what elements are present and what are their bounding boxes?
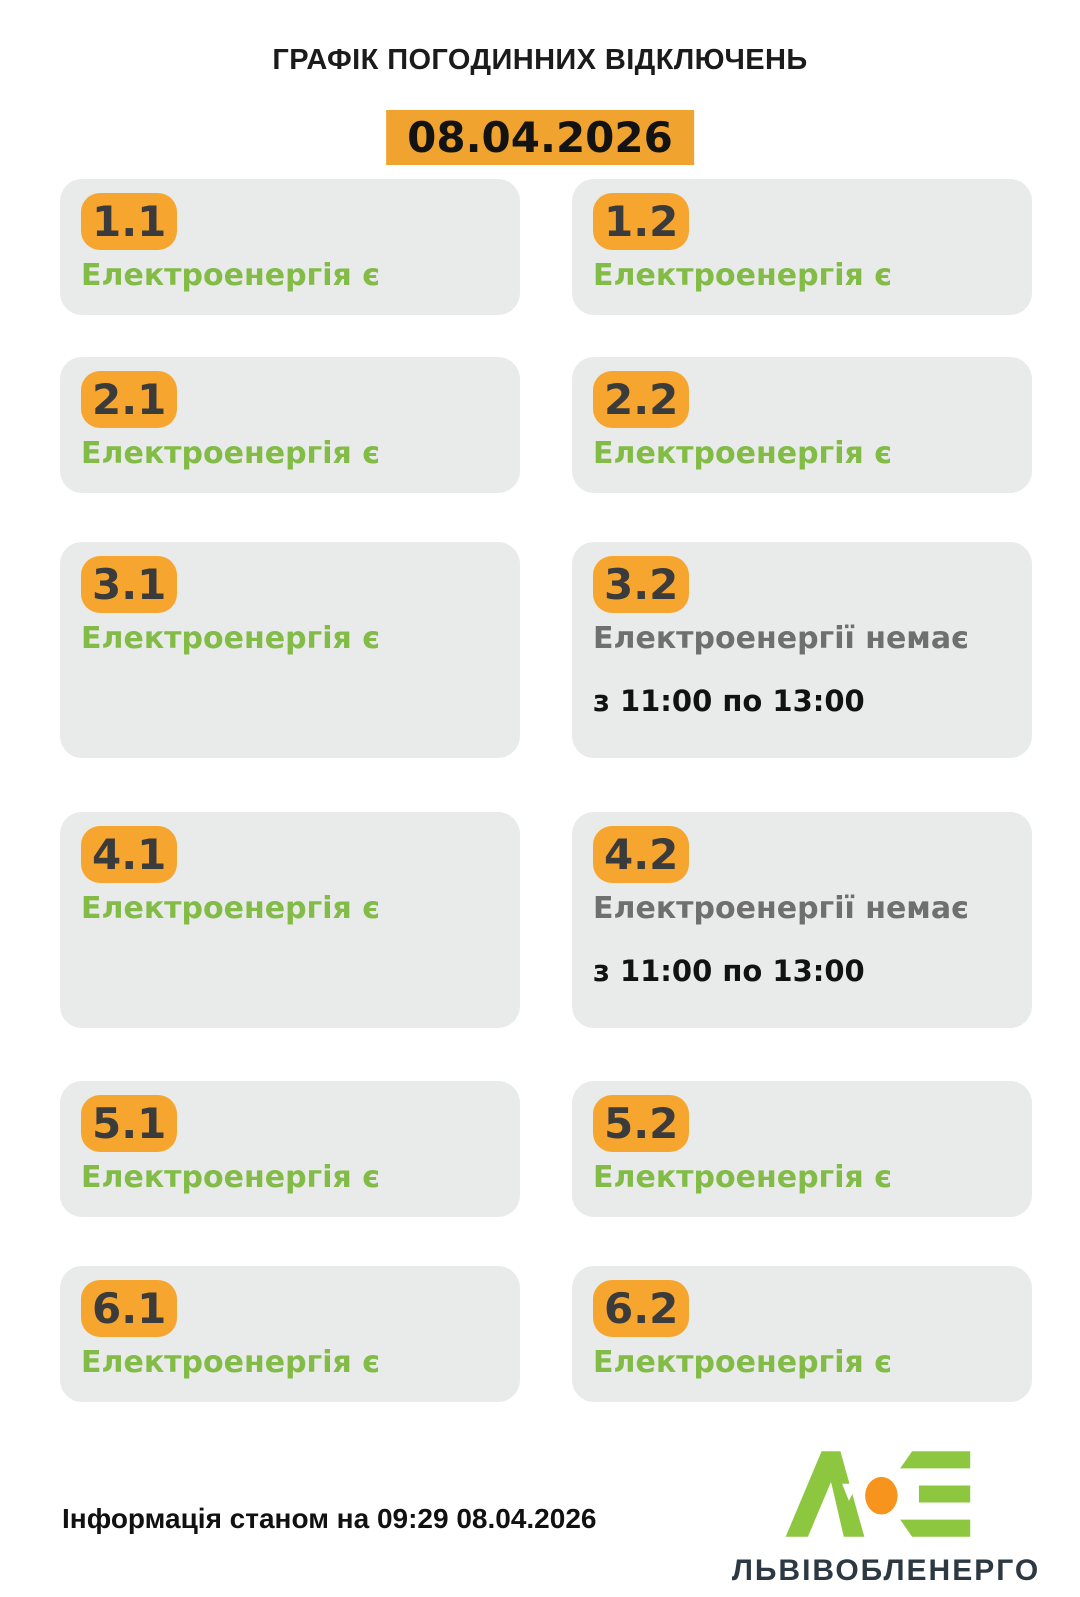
group-badge: 6.2 — [593, 1280, 690, 1337]
group-card-5-1: 5.1 Електроенергія є — [60, 1081, 520, 1217]
group-card-2-2: 2.2 Електроенергія є — [572, 357, 1032, 493]
group-badge: 1.2 — [593, 193, 690, 250]
schedule-row-2: 2.1 Електроенергія є 2.2 Електроенергія … — [60, 357, 1032, 493]
power-status-text: Електроенергія є — [593, 436, 892, 471]
group-badge: 3.1 — [81, 556, 178, 613]
group-badge: 4.1 — [81, 826, 178, 883]
page-title: ГРАФІК ПОГОДИННИХ ВІДКЛЮЧЕНЬ — [272, 44, 808, 76]
power-status-text: Електроенергія є — [81, 621, 380, 656]
group-card-3-1: 3.1 Електроенергія є — [60, 542, 520, 758]
group-card-1-1: 1.1 Електроенергія є — [60, 179, 520, 315]
schedule-row-5: 5.1 Електроенергія є 5.2 Електроенергія … — [60, 1081, 1032, 1217]
group-card-3-2: 3.2 Електроенергії немає з 11:00 по 13:0… — [572, 542, 1032, 758]
lviv-oblenergo-logo: ЛЬВІВОБЛЕНЕРГО — [726, 1450, 1046, 1588]
power-status-text: Електроенергія є — [81, 1160, 380, 1195]
group-badge: 5.2 — [593, 1095, 690, 1152]
power-status-text: Електроенергія є — [81, 891, 380, 926]
power-status-text: Електроенергія є — [81, 258, 380, 293]
group-card-5-2: 5.2 Електроенергія є — [572, 1081, 1032, 1217]
power-status-text: Електроенергія є — [593, 258, 892, 293]
schedule-row-3: 3.1 Електроенергія є 3.2 Електроенергії … — [60, 542, 1032, 758]
date-badge: 08.04.2026 — [386, 110, 694, 165]
group-badge: 5.1 — [81, 1095, 178, 1152]
group-badge: 6.1 — [81, 1280, 178, 1337]
company-name: ЛЬВІВОБЛЕНЕРГО — [731, 1554, 1041, 1587]
power-status-text: Електроенергія є — [593, 1160, 892, 1195]
schedule-row-4: 4.1 Електроенергія є 4.2 Електроенергії … — [60, 812, 1032, 1028]
group-card-1-2: 1.2 Електроенергія є — [572, 179, 1032, 315]
group-card-6-1: 6.1 Електроенергія є — [60, 1266, 520, 1402]
schedule-row-6: 6.1 Електроенергія є 6.2 Електроенергія … — [60, 1266, 1032, 1402]
power-status-text: Електроенергії немає — [593, 621, 969, 656]
power-status-text: Електроенергія є — [81, 436, 380, 471]
info-timestamp: Інформація станом на 09:29 08.04.2026 — [62, 1503, 597, 1534]
group-card-4-1: 4.1 Електроенергія є — [60, 812, 520, 1028]
power-status-text: Електроенергія є — [593, 1345, 892, 1380]
power-status-text: Електроенергії немає — [593, 891, 969, 926]
schedule-row-1: 1.1 Електроенергія є 1.2 Електроенергія … — [60, 179, 1032, 315]
group-card-2-1: 2.1 Електроенергія є — [60, 357, 520, 493]
group-badge: 2.1 — [81, 371, 178, 428]
group-badge: 2.2 — [593, 371, 690, 428]
power-status-text: Електроенергія є — [81, 1345, 380, 1380]
group-card-6-2: 6.2 Електроенергія є — [572, 1266, 1032, 1402]
outage-time-text: з 11:00 по 13:00 — [593, 684, 865, 718]
group-badge: 4.2 — [593, 826, 690, 883]
lviv-oblenergo-logo-icon — [785, 1451, 970, 1537]
group-badge: 3.2 — [593, 556, 690, 613]
group-badge: 1.1 — [81, 193, 178, 250]
group-card-4-2: 4.2 Електроенергії немає з 11:00 по 13:0… — [572, 812, 1032, 1028]
outage-time-text: з 11:00 по 13:00 — [593, 954, 865, 988]
